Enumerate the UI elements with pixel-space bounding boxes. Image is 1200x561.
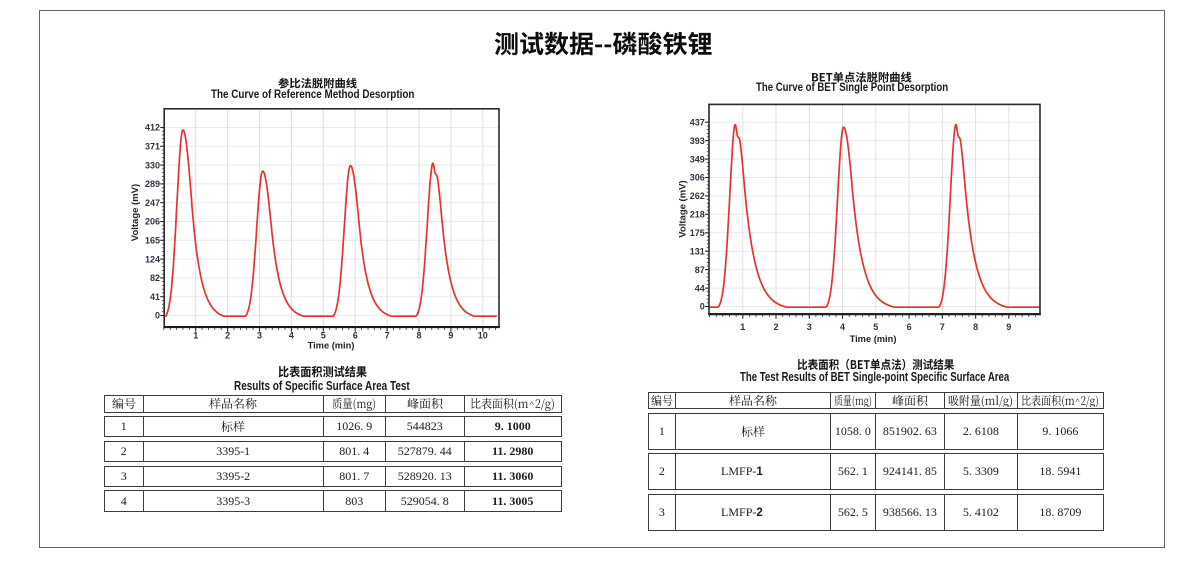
svg-text:1: 1	[193, 331, 198, 341]
svg-text:247: 247	[145, 198, 160, 208]
svg-text:1: 1	[740, 322, 745, 332]
svg-text:330: 330	[145, 160, 160, 170]
svg-text:Voltage (mV): Voltage (mV)	[678, 180, 689, 237]
svg-text:41: 41	[150, 292, 160, 302]
svg-text:9: 9	[448, 331, 453, 341]
svg-text:9: 9	[1006, 322, 1011, 332]
svg-text:7: 7	[385, 331, 390, 341]
svg-text:Voltage (mV): Voltage (mV)	[130, 184, 141, 241]
svg-text:2: 2	[773, 322, 778, 332]
svg-text:Time (min): Time (min)	[850, 334, 897, 344]
svg-text:289: 289	[145, 179, 160, 189]
svg-text:87: 87	[695, 265, 705, 275]
svg-text:349: 349	[690, 154, 705, 164]
svg-text:0: 0	[155, 311, 160, 321]
svg-text:8: 8	[416, 331, 421, 341]
svg-text:131: 131	[690, 246, 705, 256]
svg-text:371: 371	[145, 142, 160, 152]
svg-text:165: 165	[145, 236, 160, 246]
svg-text:5: 5	[321, 331, 326, 341]
svg-text:218: 218	[690, 210, 705, 220]
svg-text:393: 393	[690, 136, 705, 146]
svg-text:437: 437	[690, 117, 705, 127]
svg-text:412: 412	[145, 123, 160, 133]
svg-text:3: 3	[257, 331, 262, 341]
svg-text:7: 7	[940, 322, 945, 332]
svg-text:175: 175	[690, 228, 705, 238]
svg-text:6: 6	[907, 322, 912, 332]
svg-text:82: 82	[150, 273, 160, 283]
svg-text:8: 8	[973, 322, 978, 332]
svg-text:262: 262	[690, 191, 705, 201]
svg-text:2: 2	[225, 331, 230, 341]
svg-text:10: 10	[478, 331, 488, 341]
svg-text:4: 4	[289, 331, 294, 341]
svg-text:Time (min): Time (min)	[308, 340, 355, 350]
svg-text:306: 306	[690, 173, 705, 183]
svg-text:3: 3	[807, 322, 812, 332]
svg-text:124: 124	[145, 254, 160, 264]
svg-text:44: 44	[695, 283, 705, 293]
svg-text:6: 6	[353, 331, 358, 341]
svg-text:4: 4	[840, 322, 845, 332]
svg-text:5: 5	[873, 322, 878, 332]
svg-text:0: 0	[700, 302, 705, 312]
svg-text:206: 206	[145, 217, 160, 227]
